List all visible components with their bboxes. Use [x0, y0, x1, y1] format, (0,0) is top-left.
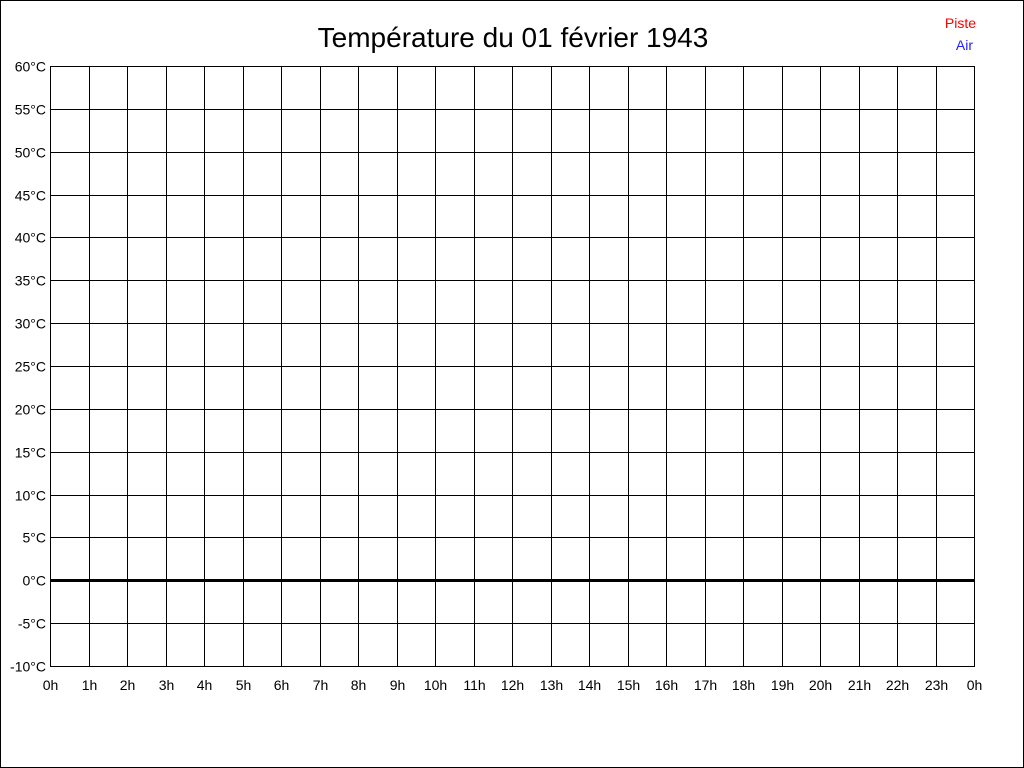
x-tick-label: 8h [351, 677, 367, 693]
y-tick-label: 0°C [23, 573, 47, 589]
x-tick-label: 5h [236, 677, 252, 693]
y-tick-label: 30°C [15, 316, 46, 332]
x-tick-label: 7h [313, 677, 329, 693]
x-tick-label: 20h [809, 677, 832, 693]
y-tick-label: 60°C [15, 59, 46, 75]
y-tick-label: 5°C [23, 530, 47, 546]
y-tick-label: -10°C [10, 659, 46, 675]
x-tick-label: 18h [732, 677, 755, 693]
y-tick-label: 15°C [15, 445, 46, 461]
y-tick-label: 10°C [15, 488, 46, 504]
y-tick-label: 50°C [15, 145, 46, 161]
x-tick-label: 2h [120, 677, 136, 693]
y-tick-label: 45°C [15, 188, 46, 204]
x-tick-label: 17h [694, 677, 717, 693]
legend-piste: Piste [945, 15, 976, 31]
y-tick-label: 20°C [15, 402, 46, 418]
x-tick-label: 15h [617, 677, 640, 693]
x-tick-label: 13h [540, 677, 563, 693]
x-tick-label: 10h [424, 677, 447, 693]
x-tick-label: 1h [82, 677, 98, 693]
y-tick-label: 35°C [15, 273, 46, 289]
chart-title: Température du 01 février 1943 [318, 22, 709, 53]
x-tick-label: 12h [501, 677, 524, 693]
x-tick-label: 4h [197, 677, 213, 693]
y-tick-label: 25°C [15, 359, 46, 375]
x-tick-label: 19h [771, 677, 794, 693]
x-tick-label: 6h [274, 677, 290, 693]
x-tick-label: 0h [967, 677, 983, 693]
legend-air: Air [956, 37, 973, 53]
x-tick-label: 22h [886, 677, 909, 693]
y-axis-ticks: 60°C 55°C 50°C 45°C 40°C 35°C 30°C 25°C 20°C 15°C… [10, 59, 46, 675]
x-axis-ticks: 0h 1h 2h 3h 4h 5h 6h 7h 8h 9h 10h 11h 12h 13h 14h 15h 16… [43, 677, 983, 693]
x-tick-label: 14h [578, 677, 601, 693]
y-tick-label: 40°C [15, 230, 46, 246]
grid [50, 66, 975, 667]
x-tick-label: 11h [463, 677, 485, 693]
x-tick-label: 0h [43, 677, 59, 693]
y-tick-label: 55°C [15, 102, 46, 118]
x-tick-label: 23h [925, 677, 948, 693]
x-tick-label: 16h [655, 677, 678, 693]
x-tick-label: 3h [159, 677, 175, 693]
y-tick-label: -5°C [18, 616, 46, 632]
x-tick-label: 21h [848, 677, 871, 693]
x-tick-label: 9h [390, 677, 406, 693]
